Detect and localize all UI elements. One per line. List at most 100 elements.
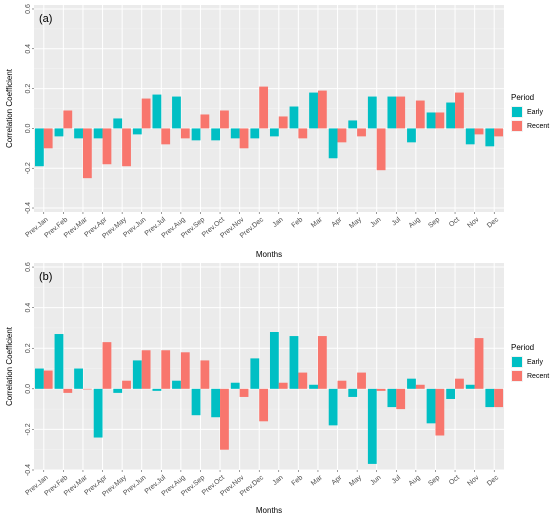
bar-recent-jul xyxy=(396,388,406,410)
legend-label-early: Early xyxy=(527,109,543,116)
bar-early-prev-dec xyxy=(250,358,260,389)
legend-title: Period xyxy=(511,93,534,102)
bar-recent-prev-may xyxy=(122,128,131,167)
bar-early-nov xyxy=(465,128,475,145)
bar-early-feb xyxy=(289,106,299,129)
bar-recent-nov xyxy=(474,338,484,389)
x-axis-title: Months xyxy=(256,506,282,515)
x-tick-label: Mar xyxy=(310,216,324,230)
x-tick-label: Dec xyxy=(486,216,500,230)
x-tick-label: Sep xyxy=(427,216,441,229)
bar-early-may xyxy=(348,388,358,397)
x-tick-label: Feb xyxy=(290,216,304,229)
bar-early-prev-jan xyxy=(34,128,44,167)
bar-early-aug xyxy=(407,128,416,143)
bar-early-apr xyxy=(328,128,338,159)
y-tick-label: 0.2 xyxy=(25,84,32,94)
bar-recent-prev-nov xyxy=(239,128,249,149)
bar-recent-aug xyxy=(415,384,425,389)
legend: Period Early Recent xyxy=(511,343,549,382)
x-tick-label: May xyxy=(348,474,363,488)
x-tick-label: Jun xyxy=(369,474,382,487)
x-tick-label: Sep xyxy=(427,474,441,487)
bar-early-oct xyxy=(446,102,456,129)
bar-early-prev-nov xyxy=(230,382,240,389)
bar-recent-prev-sep xyxy=(200,114,210,129)
bar-recent-prev-jan xyxy=(43,370,53,389)
panel-label: (b) xyxy=(39,271,52,283)
bar-early-prev-apr xyxy=(93,128,103,139)
chart-panel-b: -0.4-0.20.00.20.40.6Prev.JanPrev.FebPrev… xyxy=(5,262,549,515)
x-tick-label: May xyxy=(348,216,363,230)
y-tick-label: -0.2 xyxy=(25,162,32,174)
bar-recent-jul xyxy=(396,96,406,129)
y-tick-label: 0.4 xyxy=(25,44,32,54)
y-tick-label: 0.0 xyxy=(25,123,32,133)
bar-recent-prev-apr xyxy=(102,342,112,389)
bar-recent-prev-mar xyxy=(82,388,92,390)
bar-early-aug xyxy=(407,378,416,389)
bar-early-prev-nov xyxy=(230,128,240,139)
bar-early-prev-sep xyxy=(191,128,201,141)
bar-recent-jun xyxy=(376,128,386,171)
bar-early-prev-jan xyxy=(34,368,44,389)
bar-recent-prev-jul xyxy=(161,350,171,389)
x-tick-label: Jul xyxy=(391,216,403,227)
bar-recent-aug xyxy=(415,100,425,129)
panel-label: (a) xyxy=(39,13,52,25)
bar-recent-prev-jun xyxy=(141,350,151,389)
x-tick-label: Nov xyxy=(466,474,480,488)
x-tick-label: Oct xyxy=(448,474,461,486)
bar-early-prev-aug xyxy=(172,96,181,129)
bar-recent-sep xyxy=(435,388,445,436)
bar-recent-prev-dec xyxy=(259,388,269,422)
x-axis-title: Months xyxy=(256,250,282,259)
bar-recent-sep xyxy=(435,112,445,129)
x-tick-label: Dec xyxy=(486,474,500,488)
bar-early-prev-feb xyxy=(54,334,64,389)
bar-recent-prev-aug xyxy=(180,128,190,139)
bar-recent-apr xyxy=(337,380,347,389)
bar-early-jul xyxy=(387,96,397,129)
bar-early-jul xyxy=(387,388,397,408)
legend-swatch-recent xyxy=(512,371,522,381)
x-tick-label: Aug xyxy=(408,216,422,229)
y-tick-label: 0.6 xyxy=(25,4,32,14)
bar-early-dec xyxy=(485,388,495,408)
legend-swatch-recent xyxy=(512,121,522,131)
legend-swatch-early xyxy=(512,357,522,367)
y-tick-label: -0.2 xyxy=(25,423,32,435)
plot-background xyxy=(34,263,504,470)
y-tick-label: -0.4 xyxy=(25,464,32,476)
bar-early-nov xyxy=(465,384,475,389)
bar-recent-prev-jul xyxy=(161,128,171,145)
bar-recent-prev-jan xyxy=(43,128,53,149)
x-tick-label: Jun xyxy=(369,216,382,229)
bar-recent-prev-feb xyxy=(63,110,73,129)
x-tick-label: Nov xyxy=(466,216,480,230)
bar-early-apr xyxy=(328,388,338,426)
bar-recent-prev-aug xyxy=(180,352,190,389)
y-tick-label: 0.6 xyxy=(25,262,32,272)
bar-early-prev-oct xyxy=(211,388,221,418)
bar-early-feb xyxy=(289,336,299,389)
bar-recent-oct xyxy=(455,378,464,389)
y-axis-title: Correlation Coefficient xyxy=(5,68,14,148)
bar-early-mar xyxy=(309,384,318,389)
bar-recent-prev-feb xyxy=(63,388,73,393)
y-tick-label: 0.2 xyxy=(25,343,32,353)
bar-early-mar xyxy=(309,92,318,129)
x-tick-label: Feb xyxy=(290,474,304,487)
bar-early-may xyxy=(348,120,358,129)
bar-early-prev-jun xyxy=(132,128,142,135)
bar-recent-prev-oct xyxy=(220,110,229,129)
bar-recent-mar xyxy=(317,336,327,389)
bar-recent-may xyxy=(357,372,366,389)
bar-early-prev-may xyxy=(113,118,123,129)
bar-recent-jun xyxy=(376,388,386,391)
legend-label-recent: Recent xyxy=(527,373,549,380)
bar-early-prev-oct xyxy=(211,128,221,141)
chart-panel-a: -0.4-0.20.00.20.40.6Prev.JanPrev.FebPrev… xyxy=(5,4,549,259)
bar-early-prev-feb xyxy=(54,128,64,137)
